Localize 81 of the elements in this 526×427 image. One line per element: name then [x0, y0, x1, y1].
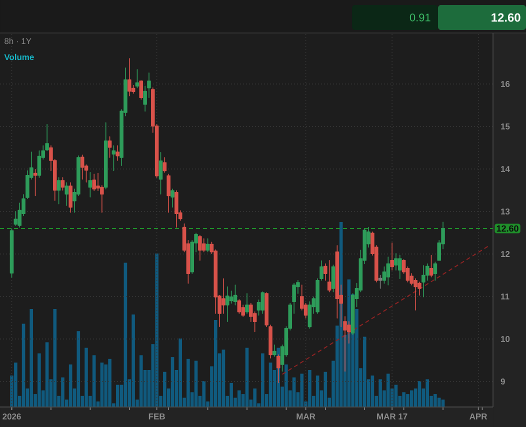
bar	[139, 355, 143, 407]
chart-subtitle: 8h · 1Y	[4, 38, 32, 44]
bar	[132, 314, 135, 407]
bar	[116, 384, 120, 407]
candlestick	[226, 286, 230, 322]
bar	[222, 350, 226, 407]
x-tick-label: MAR 17	[377, 414, 408, 420]
bar	[434, 394, 437, 407]
x-tick-label: FEB	[148, 414, 165, 420]
bar	[14, 362, 18, 407]
bar	[124, 262, 128, 407]
bar	[61, 377, 64, 407]
text: 0.91	[410, 14, 430, 22]
bar	[45, 342, 49, 407]
candlestick	[104, 122, 108, 190]
bar	[362, 336, 366, 407]
x-tick-label: 2026	[2, 414, 21, 420]
y-tick-label: 16	[501, 81, 510, 87]
bar	[155, 253, 158, 407]
bar	[402, 392, 406, 407]
bar	[84, 348, 88, 407]
candlestick	[170, 188, 174, 208]
y-tick-label: 12	[501, 251, 510, 257]
bar	[230, 382, 233, 407]
candlestick	[68, 182, 72, 213]
candlestick	[272, 344, 276, 357]
y-tick-label: 11	[501, 294, 510, 300]
candlestick	[390, 242, 394, 271]
candlestick	[198, 234, 202, 261]
bar	[214, 320, 218, 407]
bar	[108, 358, 112, 407]
candlestick	[398, 254, 402, 280]
candlestick	[422, 265, 426, 298]
text: 12.60	[492, 13, 520, 22]
chart-title: Volume	[4, 54, 34, 60]
bar	[170, 357, 174, 407]
candlestick	[245, 293, 249, 314]
candlestick	[116, 145, 120, 161]
y-tick-label: 13	[501, 208, 510, 214]
candlestick	[139, 80, 144, 100]
bar	[178, 338, 182, 407]
x-tick-label: APR	[470, 414, 488, 420]
bar	[284, 364, 288, 407]
y-tick-label: 14	[501, 166, 510, 172]
bar	[238, 390, 241, 407]
candlestick	[331, 264, 336, 292]
candlestick	[127, 58, 132, 96]
bar	[268, 362, 272, 407]
candlestick	[10, 228, 14, 278]
bar	[300, 374, 304, 407]
candlestick	[166, 174, 170, 213]
bar	[163, 372, 166, 407]
x-tick-label: MAR	[296, 414, 316, 420]
bar	[202, 381, 206, 407]
bar	[92, 355, 96, 407]
bar	[410, 390, 414, 407]
bar	[38, 353, 41, 407]
candlestick	[386, 256, 390, 286]
bar	[100, 362, 104, 407]
bar	[386, 374, 390, 407]
bar	[253, 388, 256, 407]
candlestick	[174, 190, 178, 228]
bar	[378, 379, 382, 407]
y-tick-label: 10	[501, 336, 510, 342]
ref-line-label: 12.60	[496, 225, 518, 232]
candlestick	[237, 299, 242, 314]
bar	[30, 308, 34, 407]
bar	[261, 353, 264, 407]
candlestick	[162, 157, 167, 173]
bar	[53, 308, 57, 407]
bar	[186, 358, 190, 407]
candlestick	[92, 174, 96, 192]
candlestick	[260, 291, 265, 314]
bar	[76, 331, 80, 407]
y-tick-label: 15	[501, 124, 510, 130]
y-tick-label: 9	[500, 378, 505, 384]
bar	[406, 394, 410, 407]
bar	[426, 379, 429, 407]
bar	[437, 398, 441, 407]
bar	[308, 370, 312, 407]
bar	[22, 324, 26, 407]
